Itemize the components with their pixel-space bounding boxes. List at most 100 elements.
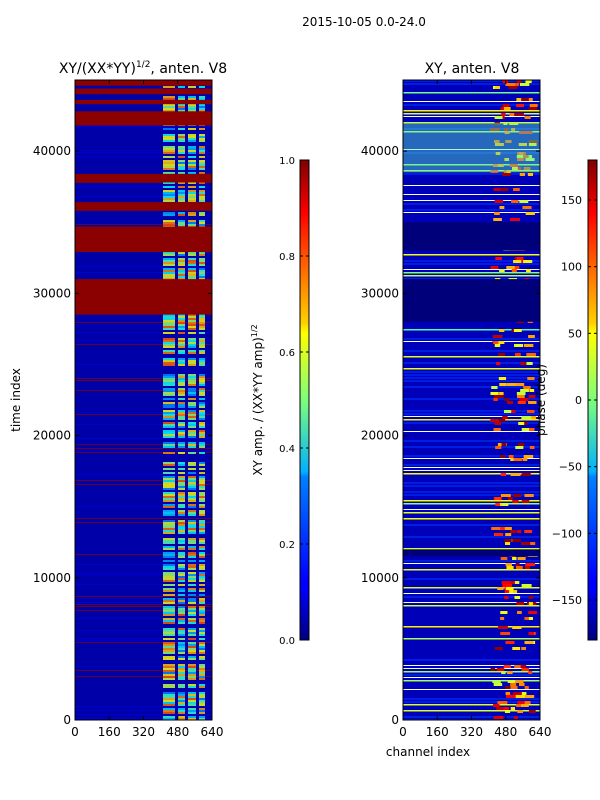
left-cell bbox=[178, 698, 185, 700]
left-cell bbox=[188, 698, 196, 700]
left-cell bbox=[199, 484, 205, 486]
left-cell bbox=[178, 716, 185, 718]
left-cell bbox=[188, 192, 196, 194]
right-cell bbox=[505, 641, 515, 644]
left-cell bbox=[188, 658, 196, 660]
left-cell-row bbox=[75, 522, 212, 523]
left-cell bbox=[178, 320, 185, 322]
left-cell bbox=[163, 194, 175, 196]
right-cell bbox=[496, 527, 507, 530]
right-cell-row bbox=[403, 374, 540, 376]
right-cell bbox=[512, 590, 518, 593]
left-cell bbox=[188, 482, 196, 484]
right-cell bbox=[499, 383, 507, 386]
left-cell bbox=[199, 324, 205, 326]
left-cell bbox=[163, 578, 175, 580]
left-cell bbox=[178, 314, 185, 316]
left-cell bbox=[188, 612, 196, 614]
left-cell bbox=[178, 152, 185, 154]
right-y-tick-label: 30000 bbox=[361, 286, 399, 300]
left-cell bbox=[163, 716, 175, 718]
right-cell bbox=[510, 473, 521, 476]
right-cell bbox=[518, 683, 525, 686]
right-cell bbox=[494, 140, 500, 143]
left-cell bbox=[178, 638, 185, 640]
left-cell bbox=[178, 496, 185, 498]
left-cell bbox=[178, 684, 185, 686]
right-cell bbox=[510, 218, 520, 221]
left-cell bbox=[199, 272, 205, 274]
right-cell-row bbox=[403, 104, 540, 106]
left-cell bbox=[178, 426, 185, 428]
left-cell bbox=[163, 468, 175, 470]
right-cell bbox=[524, 695, 535, 698]
left-cell bbox=[163, 610, 175, 612]
right-cell bbox=[515, 446, 524, 449]
left-cell bbox=[199, 530, 205, 532]
right-cell-row bbox=[403, 680, 540, 682]
left-cell bbox=[199, 134, 205, 136]
right-cell bbox=[490, 668, 496, 671]
left-cell bbox=[163, 134, 175, 136]
left-cell bbox=[178, 512, 185, 514]
left-cell bbox=[163, 700, 175, 702]
left-cell bbox=[178, 532, 185, 534]
left-cell bbox=[188, 446, 196, 448]
left-cell bbox=[199, 712, 205, 714]
right-cell bbox=[504, 596, 509, 599]
right-cell bbox=[504, 542, 511, 545]
right-cell bbox=[500, 494, 511, 497]
right-cell bbox=[493, 683, 503, 686]
left-cell bbox=[188, 496, 196, 498]
right-cell bbox=[519, 83, 530, 86]
left-cell bbox=[188, 542, 196, 544]
right-cell bbox=[504, 710, 511, 713]
right-cell bbox=[516, 104, 525, 107]
left-cell bbox=[163, 128, 175, 130]
left-cell bbox=[188, 594, 196, 596]
right-cell bbox=[494, 533, 504, 536]
left-cell bbox=[178, 220, 185, 222]
right-cell bbox=[503, 170, 509, 173]
left-cell bbox=[199, 196, 205, 198]
left-cell bbox=[178, 538, 185, 540]
left-cell bbox=[199, 542, 205, 544]
left-cell bbox=[199, 432, 205, 434]
right-cell-row bbox=[403, 203, 540, 205]
right-cell bbox=[494, 422, 502, 425]
left-cell bbox=[163, 320, 175, 322]
left-cell bbox=[163, 664, 175, 666]
left-cell bbox=[188, 148, 196, 150]
left-cell bbox=[178, 138, 185, 140]
right-cell bbox=[529, 446, 535, 449]
left-cell bbox=[199, 442, 205, 444]
left-cell bbox=[188, 622, 196, 624]
left-cell bbox=[163, 164, 175, 166]
left-cell bbox=[163, 86, 175, 88]
left-cell bbox=[178, 608, 185, 610]
right-cell-row bbox=[403, 101, 540, 102]
left-cell bbox=[163, 322, 175, 324]
right-cell-row bbox=[403, 674, 540, 676]
left-cell bbox=[188, 580, 196, 582]
right-cell bbox=[500, 557, 508, 560]
left-heatmap-cells bbox=[75, 80, 212, 720]
left-cell-row bbox=[75, 322, 212, 323]
right-cell-row bbox=[403, 398, 540, 400]
left-cell bbox=[178, 646, 185, 648]
right-cell bbox=[514, 353, 521, 356]
left-cell bbox=[188, 322, 196, 324]
left-cell bbox=[199, 254, 205, 256]
left-cell bbox=[199, 652, 205, 654]
right-cell bbox=[523, 260, 533, 263]
left-cell bbox=[188, 314, 196, 316]
left-cell bbox=[178, 514, 185, 516]
right-cell bbox=[520, 362, 527, 365]
left-cell bbox=[163, 658, 175, 660]
left-cell bbox=[188, 352, 196, 354]
left-cell bbox=[188, 342, 196, 344]
left-cell bbox=[188, 378, 196, 380]
left-cell bbox=[163, 392, 175, 394]
left-cell bbox=[199, 346, 205, 348]
left-cell bbox=[178, 576, 185, 578]
